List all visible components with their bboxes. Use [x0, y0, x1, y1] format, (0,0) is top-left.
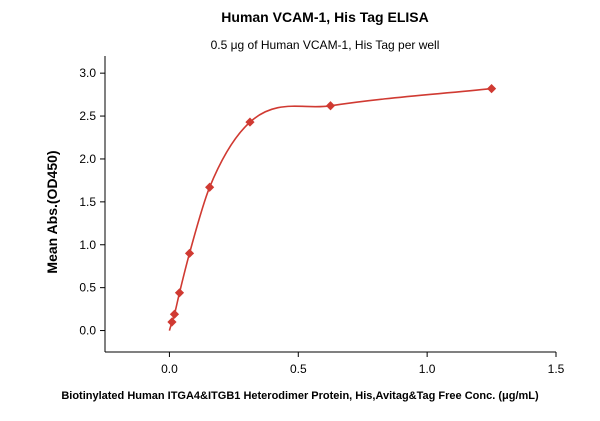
x-axis-ticks: 0.0 0.5 1.0 1.5	[161, 352, 565, 376]
y-axis-ticks: 0.0 0.5 1.0 1.5 2.0 2.5 3.0	[79, 66, 105, 338]
data-point-marker	[184, 248, 195, 258]
data-points	[167, 84, 497, 327]
y-axis-label: Mean Abs.(OD450)	[44, 150, 60, 273]
y-tick-label: 1.0	[79, 238, 96, 252]
chart-title: Human VCAM-1, His Tag ELISA	[221, 9, 428, 25]
y-tick-label: 3.0	[79, 66, 96, 80]
x-axis-label: Biotinylated Human ITGA4&ITGB1 Heterodim…	[61, 390, 539, 402]
fitted-curve	[168, 87, 492, 331]
data-point-marker	[169, 309, 180, 319]
data-point-marker	[486, 84, 497, 94]
data-point-marker	[245, 117, 255, 127]
data-point-marker	[167, 317, 177, 327]
x-tick-label: 1.0	[419, 362, 436, 376]
x-tick-label: 0.5	[290, 362, 307, 376]
data-point-marker	[174, 288, 185, 298]
data-point-marker	[325, 101, 336, 111]
y-tick-label: 2.5	[79, 109, 96, 123]
x-tick-label: 1.5	[548, 362, 565, 376]
y-tick-label: 2.0	[79, 152, 96, 166]
chart-subtitle: 0.5 μg of Human VCAM-1, His Tag per well	[211, 38, 440, 52]
x-tick-label: 0.0	[161, 362, 178, 376]
y-tick-label: 0.5	[79, 281, 96, 295]
y-tick-label: 0.0	[79, 324, 96, 338]
data-point-marker	[205, 182, 215, 192]
y-tick-label: 1.5	[79, 195, 96, 209]
